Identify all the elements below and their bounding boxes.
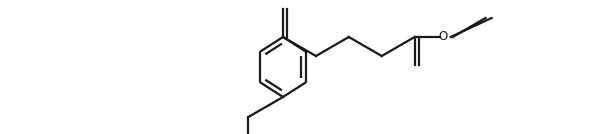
Text: O: O: [438, 31, 447, 44]
